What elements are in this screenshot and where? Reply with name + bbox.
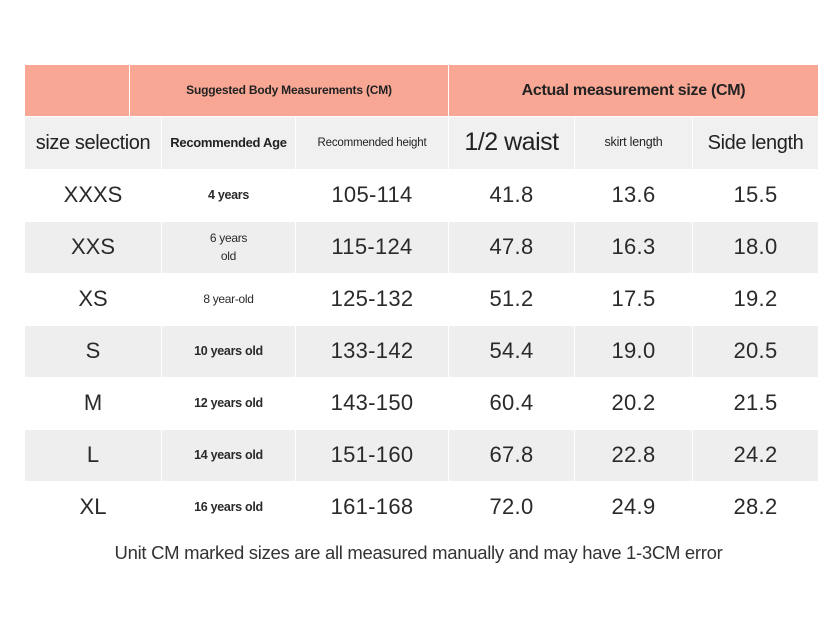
column-header-waist: 1/2 waist	[449, 117, 574, 169]
cell-skirt-length: 19.0	[575, 326, 692, 377]
cell-skirt-length: 16.3	[575, 222, 692, 273]
cell-size: M	[25, 378, 161, 429]
cell-side-length: 28.2	[693, 482, 818, 533]
cell-waist: 54.4	[449, 326, 574, 377]
cell-age: 4 years	[162, 170, 295, 221]
cell-skirt-length: 13.6	[575, 170, 692, 221]
cell-height: 105-114	[296, 170, 448, 221]
cell-side-length: 19.2	[693, 274, 818, 325]
header-blank-cell	[25, 65, 129, 116]
cell-skirt-length: 17.5	[575, 274, 692, 325]
cell-age: 12 years old	[162, 378, 295, 429]
column-header-size: size selection	[25, 117, 161, 169]
cell-size: S	[25, 326, 161, 377]
cell-side-length: 18.0	[693, 222, 818, 273]
cell-size: L	[25, 430, 161, 481]
cell-height: 161-168	[296, 482, 448, 533]
cell-waist: 47.8	[449, 222, 574, 273]
cell-waist: 72.0	[449, 482, 574, 533]
cell-waist: 41.8	[449, 170, 574, 221]
cell-height: 115-124	[296, 222, 448, 273]
cell-waist: 67.8	[449, 430, 574, 481]
cell-size: XXS	[25, 222, 161, 273]
cell-side-length: 24.2	[693, 430, 818, 481]
cell-age: 16 years old	[162, 482, 295, 533]
cell-age: 14 years old	[162, 430, 295, 481]
column-header-skirt-length: skirt length	[575, 117, 692, 169]
suggested-measurements-header: Suggested Body Measurements (CM)	[130, 65, 448, 116]
cell-height: 125-132	[296, 274, 448, 325]
cell-waist: 60.4	[449, 378, 574, 429]
footnote-measurement-disclaimer: Unit CM marked sizes are all measured ma…	[114, 542, 723, 563]
cell-skirt-length: 24.9	[575, 482, 692, 533]
cell-height: 151-160	[296, 430, 448, 481]
column-header-height: Recommended height	[296, 117, 448, 169]
column-header-age: Recommended Age	[162, 117, 295, 169]
cell-size: XXXS	[25, 170, 161, 221]
cell-skirt-length: 22.8	[575, 430, 692, 481]
cell-waist: 51.2	[449, 274, 574, 325]
cell-height: 143-150	[296, 378, 448, 429]
cell-age: 8 year-old	[162, 274, 295, 325]
cell-side-length: 20.5	[693, 326, 818, 377]
cell-age: 10 years old	[162, 326, 295, 377]
cell-side-length: 15.5	[693, 170, 818, 221]
cell-side-length: 21.5	[693, 378, 818, 429]
cell-skirt-length: 20.2	[575, 378, 692, 429]
cell-size: XL	[25, 482, 161, 533]
actual-measurements-header: Actual measurement size (CM)	[449, 65, 818, 116]
cell-height: 133-142	[296, 326, 448, 377]
cell-age: 6 years old	[162, 222, 295, 273]
column-header-side-length: Side length	[693, 117, 818, 169]
cell-size: XS	[25, 274, 161, 325]
size-chart-table: Suggested Body Measurements (CM) Actual …	[25, 65, 818, 533]
